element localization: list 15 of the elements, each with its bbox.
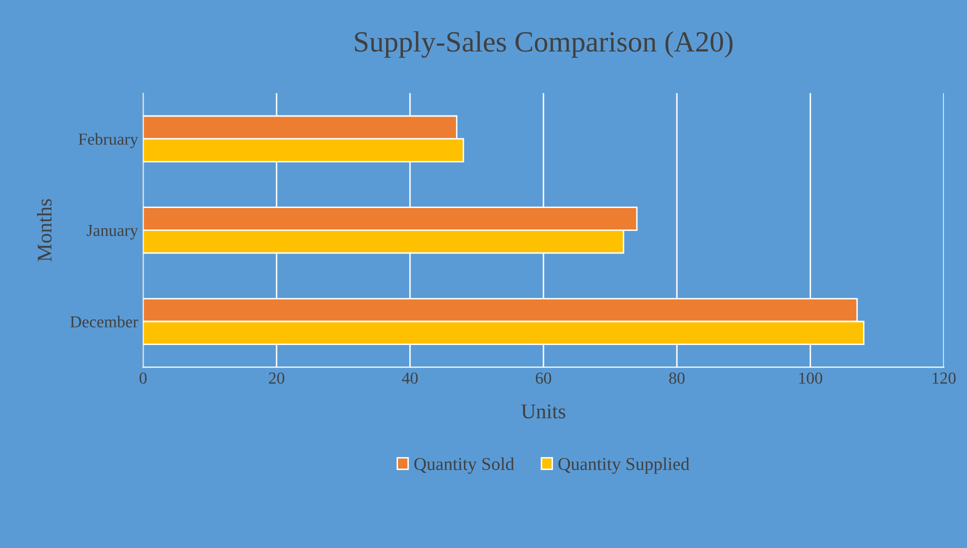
y-tick-label: January xyxy=(86,225,138,240)
y-axis-title: Months xyxy=(36,199,52,262)
x-tick-label: 20 xyxy=(268,372,284,384)
x-tick-label: 40 xyxy=(402,372,418,384)
legend-label: Quantity Supplied xyxy=(558,457,690,474)
chart-title: Supply-Sales Comparison (A20) xyxy=(355,31,733,58)
y-tick-label: February xyxy=(78,133,138,148)
legend-label: Quantity Sold xyxy=(414,457,514,474)
x-tick-label: 0 xyxy=(140,372,147,384)
x-axis-title: Units xyxy=(521,404,566,418)
x-tick-label: 60 xyxy=(536,372,552,384)
y-tick-label: December xyxy=(70,316,138,328)
x-tick-label: 80 xyxy=(669,372,685,384)
x-tick-label: 100 xyxy=(799,372,822,384)
x-tick-label: 120 xyxy=(932,372,956,384)
